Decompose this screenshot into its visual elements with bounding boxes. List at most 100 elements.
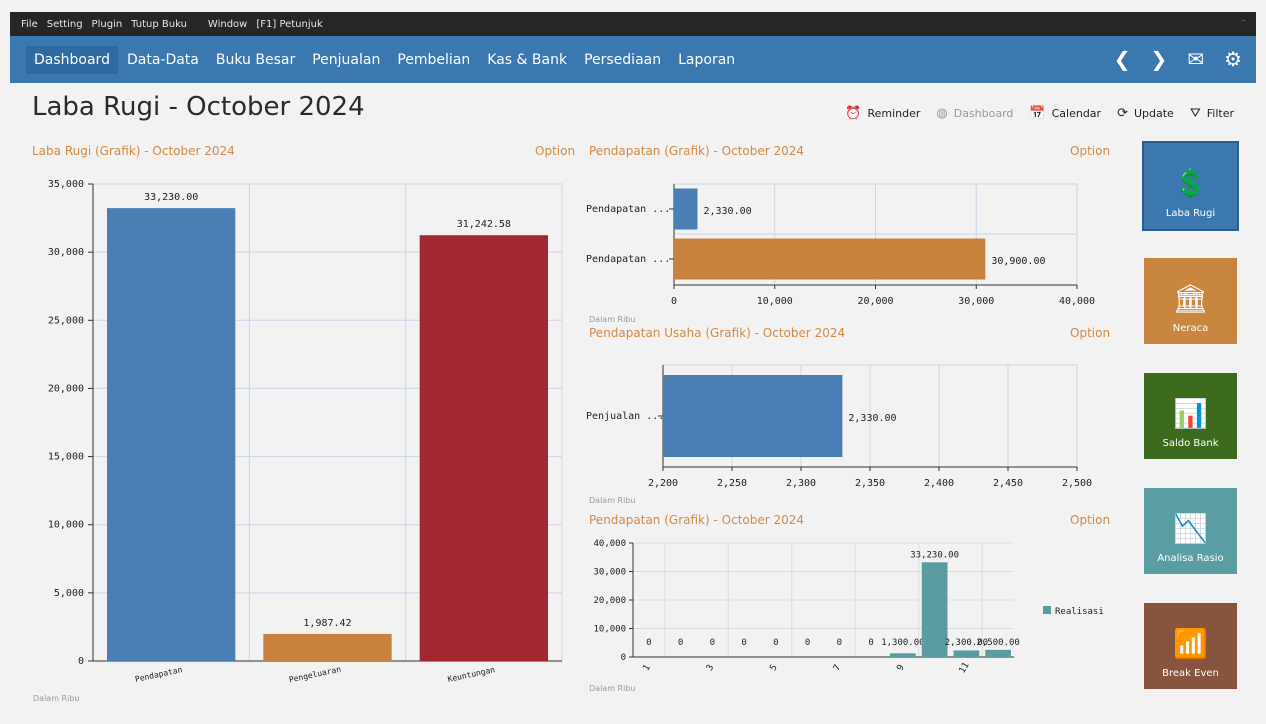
bank-icon: 🏛 — [1172, 282, 1209, 315]
ytick-label: 10,000 — [48, 520, 84, 531]
ytick-label: 20,000 — [48, 383, 84, 394]
bar-value-label: 0 — [773, 638, 778, 648]
tile-analisa-rasio-label: Analisa Rasio — [1157, 553, 1224, 564]
bar — [674, 238, 986, 280]
ytick-label: 5,000 — [54, 588, 84, 599]
dashboard-button[interactable]: ◍ Dashboard — [936, 106, 1013, 121]
tile-neraca[interactable]: 🏛 Neraca — [1144, 258, 1237, 344]
menu-setting[interactable]: Setting — [46, 18, 83, 30]
ratio-icon: 📉 — [1173, 512, 1208, 545]
ytick-label: 0 — [621, 653, 626, 663]
calendar-icon: 📅 — [1029, 106, 1046, 121]
chevron-right-icon[interactable]: ❯ — [1150, 47, 1168, 71]
panel-pendapatan-usaha-unit: Dalam Ribu — [589, 496, 636, 505]
tile-saldo-bank-label: Saldo Bank — [1162, 438, 1219, 449]
xtick-label: 20,000 — [857, 296, 893, 307]
panel-pendapatan-usaha-title: Pendapatan Usaha (Grafik) - October 2024 — [589, 326, 846, 340]
dashboard-label: Dashboard — [953, 107, 1014, 120]
bar — [419, 235, 548, 662]
bar-value-label: 0 — [805, 638, 810, 648]
bar-value-label: 33,230.00 — [144, 192, 198, 203]
tab-data-data[interactable]: Data-Data — [126, 51, 199, 68]
ytick-label: 35,000 — [48, 179, 84, 190]
ytick-label: 30,000 — [593, 568, 626, 578]
panel-pendapatan-usaha-option[interactable]: Option — [1070, 326, 1111, 340]
xtick-label: 7 — [832, 663, 843, 673]
category-label: Pengeluaran — [288, 665, 342, 685]
bar — [663, 375, 843, 457]
tab-kas-bank[interactable]: Kas & Bank — [487, 51, 568, 68]
filter-icon: ⛛ — [1189, 106, 1201, 121]
xtick-label: 2,250 — [717, 478, 747, 489]
ytick-label: 30,000 — [48, 247, 84, 258]
menu-window[interactable]: Window — [207, 18, 248, 30]
reminder-label: Reminder — [867, 107, 921, 120]
update-button[interactable]: ⟳ Update — [1117, 106, 1174, 121]
ytick-label: 0 — [78, 656, 84, 667]
panel-pendapatan-unit: Dalam Ribu — [589, 315, 636, 324]
tile-laba-rugi[interactable]: 💲 Laba Rugi — [1142, 141, 1239, 231]
bar — [890, 653, 916, 657]
tab-dashboard[interactable]: Dashboard — [26, 45, 118, 74]
minimize-button[interactable]: – — [1241, 15, 1246, 26]
tile-analisa-rasio[interactable]: 📉 Analisa Rasio — [1144, 488, 1237, 574]
bar — [953, 650, 980, 657]
tile-saldo-bank[interactable]: 📊 Saldo Bank — [1144, 373, 1237, 459]
category-label: Pendapatan ... — [586, 204, 670, 215]
bar-value-label: 0 — [868, 638, 873, 648]
xtick-label: 0 — [671, 296, 677, 307]
bar-value-label: 30,900.00 — [991, 256, 1045, 267]
ytick-label: 20,000 — [593, 596, 626, 606]
filter-button[interactable]: ⛛ Filter — [1190, 106, 1234, 121]
ytick-label: 15,000 — [48, 452, 84, 463]
ytick-label: 25,000 — [48, 315, 84, 326]
panel-laba-rugi-unit: Dalam Ribu — [33, 694, 80, 703]
bar-value-label: 0 — [837, 638, 842, 648]
panel-laba-rugi-title: Laba Rugi (Grafik) - October 2024 — [32, 144, 235, 158]
panel-pendapatan-option[interactable]: Option — [1070, 144, 1111, 158]
xtick-label: 5 — [768, 663, 779, 673]
nav-icons: ❮ ❯ ✉ ⚙ — [1094, 46, 1242, 72]
xtick-label: 9 — [895, 663, 906, 673]
xtick-label: 2,500 — [1062, 478, 1092, 489]
tab-buku-besar[interactable]: Buku Besar — [215, 51, 296, 68]
tab-laporan[interactable]: Laporan — [678, 51, 736, 68]
menu-petunjuk[interactable]: [F1] Petunjuk — [256, 18, 323, 30]
panel-pendapatan-monthly-option[interactable]: Option — [1070, 513, 1111, 527]
refresh-icon: ⟳ — [1117, 106, 1128, 121]
bar-value-label: 1,987.42 — [303, 618, 351, 629]
panel-pendapatan-monthly-title: Pendapatan (Grafik) - October 2024 — [589, 513, 805, 527]
bar-value-label: 2,330.00 — [703, 206, 751, 217]
menu-plugin[interactable]: Plugin — [91, 18, 123, 30]
tab-persediaan[interactable]: Persediaan — [584, 51, 662, 68]
tile-break-even[interactable]: 📶 Break Even — [1144, 603, 1237, 689]
tab-penjualan[interactable]: Penjualan — [312, 51, 381, 68]
xtick-label: 3 — [705, 663, 716, 673]
bar-value-label: 0 — [710, 638, 715, 648]
panel-laba-rugi-option[interactable]: Option — [535, 144, 576, 158]
xtick-label: 2,350 — [855, 478, 885, 489]
bar — [921, 562, 948, 657]
panel-pendapatan-monthly-unit: Dalam Ribu — [589, 684, 636, 693]
break-even-icon: 📶 — [1173, 627, 1208, 660]
reminder-button[interactable]: ⏰ Reminder — [845, 106, 920, 121]
tab-pembelian[interactable]: Pembelian — [397, 51, 471, 68]
gear-icon[interactable]: ⚙ — [1224, 47, 1242, 71]
xtick-label: 40,000 — [1059, 296, 1095, 307]
legend-label: Realisasi — [1055, 607, 1104, 617]
menu-tutup-buku[interactable]: Tutup Buku — [131, 18, 187, 30]
filter-label: Filter — [1206, 107, 1234, 120]
bar-value-label: 1,300.00 — [881, 638, 924, 648]
bar-value-label: 2,330.00 — [848, 413, 896, 424]
tile-neraca-label: Neraca — [1172, 323, 1209, 334]
bar-value-label: 31,242.58 — [457, 219, 511, 230]
xtick-label: 10,000 — [757, 296, 793, 307]
menu-file[interactable]: File — [21, 18, 38, 30]
money-chart-icon: 💲 — [1173, 167, 1208, 200]
bar-value-label: 2,300.00 — [945, 638, 988, 648]
category-label: Pendapatan — [134, 665, 183, 684]
calendar-button[interactable]: 📅 Calendar — [1029, 106, 1101, 121]
category-label: Penjualan ... — [586, 411, 664, 422]
mail-icon[interactable]: ✉ — [1187, 47, 1205, 71]
chevron-left-icon[interactable]: ❮ — [1113, 47, 1131, 71]
